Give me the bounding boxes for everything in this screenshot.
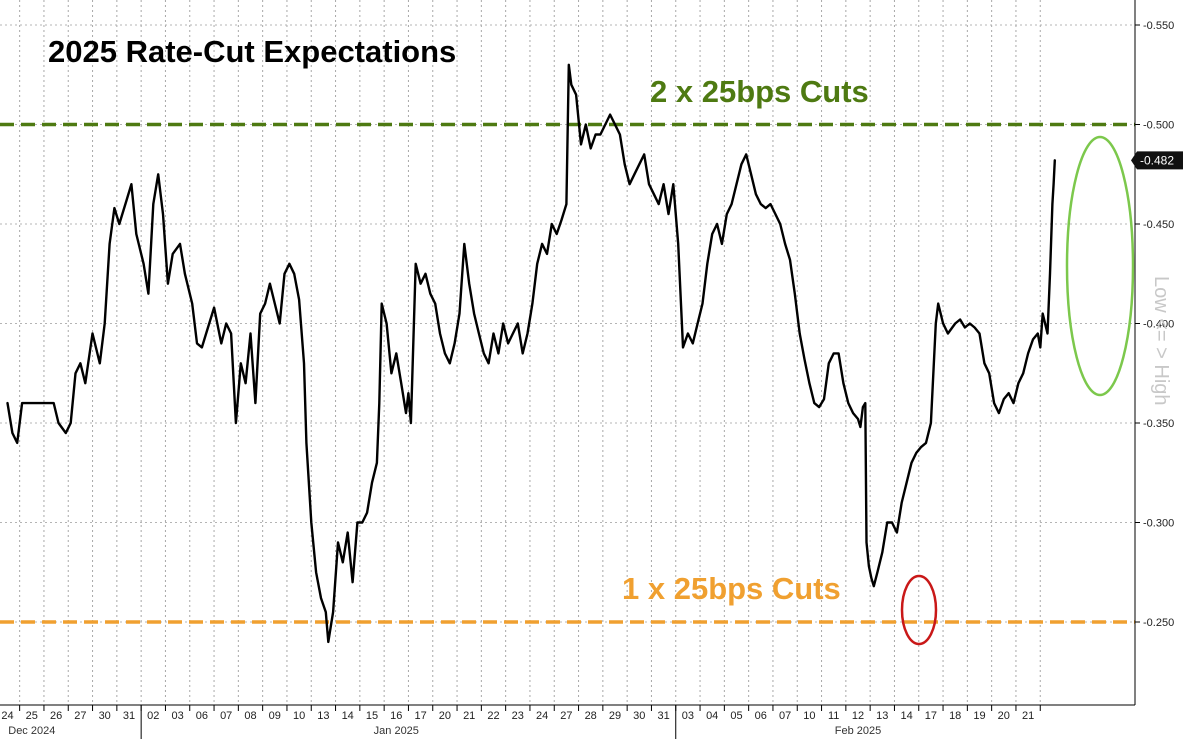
x-tick-label: 26 (50, 710, 62, 722)
x-tick-label: 02 (147, 710, 159, 722)
series-line (6, 63, 1056, 644)
x-tick-label: 05 (730, 710, 742, 722)
x-tick-label: 03 (171, 710, 183, 722)
last-value-label: -0.482 (1140, 153, 1174, 167)
x-tick-label: 21 (463, 710, 475, 722)
x-tick-label: 09 (269, 710, 281, 722)
highlight-ellipse-low (900, 574, 938, 646)
y-tick-label: -0.550 (1143, 20, 1174, 32)
x-tick-label: 21 (1022, 710, 1034, 722)
x-tick-label: 07 (779, 710, 791, 722)
x-tick-label: 07 (220, 710, 232, 722)
x-tick-label: 03 (682, 710, 694, 722)
ref-label-two-cuts: 2 x 25bps Cuts (650, 74, 869, 109)
month-label: Dec 2024 (8, 725, 55, 737)
x-tick-label: 25 (26, 710, 38, 722)
x-tick-label: 15 (366, 710, 378, 722)
x-tick-label: 24 (1, 710, 13, 722)
y-tick-label: -0.500 (1143, 120, 1174, 132)
x-tick-label: 06 (196, 710, 208, 722)
x-tick-label: 23 (512, 710, 524, 722)
x-tick-label: 22 (487, 710, 499, 722)
y-axis-label: Low <= > High (1150, 276, 1172, 406)
x-tick-label: 28 (585, 710, 597, 722)
x-tick-label: 19 (973, 710, 985, 722)
x-tick-label: 16 (390, 710, 402, 722)
chart-title: 2025 Rate-Cut Expectations (48, 34, 456, 69)
x-tick-label: 12 (852, 710, 864, 722)
x-tick-label: 14 (342, 710, 354, 722)
x-tick-label: 14 (900, 710, 912, 722)
x-tick-label: 24 (536, 710, 548, 722)
x-tick-label: 13 (317, 710, 329, 722)
x-tick-label: 31 (123, 710, 135, 722)
x-tick-label: 13 (876, 710, 888, 722)
x-tick-label: 20 (439, 710, 451, 722)
ref-label-one-cut: 1 x 25bps Cuts (622, 571, 841, 606)
x-tick-label: 31 (657, 710, 669, 722)
x-tick-label: 29 (609, 710, 621, 722)
y-tick-label: -0.300 (1143, 518, 1174, 530)
x-axis-ticks: 24 25 26 27 30 31 02 03 06 07 08 09 10 13 14 15 16 17 20 21… (1, 705, 1041, 722)
month-label: Feb 2025 (835, 725, 881, 737)
x-tick-label: 30 (99, 710, 111, 722)
x-tick-label: 27 (560, 710, 572, 722)
month-labels: Dec 2024 Jan 2025 Feb 2025 (8, 705, 881, 739)
last-value-box (1131, 151, 1183, 170)
y-tick-label: -0.350 (1143, 418, 1174, 430)
x-tick-label: 04 (706, 710, 718, 722)
x-tick-label: 17 (414, 710, 426, 722)
month-label: Jan 2025 (374, 725, 419, 737)
highlight-ellipse-high (1065, 135, 1135, 397)
y-tick-label: -0.450 (1143, 219, 1174, 231)
y-tick-label: -0.400 (1143, 319, 1174, 331)
x-tick-label: 20 (998, 710, 1010, 722)
x-tick-label: 08 (244, 710, 256, 722)
x-tick-label: 06 (755, 710, 767, 722)
y-tick-label: -0.250 (1143, 617, 1174, 629)
x-tick-label: 27 (74, 710, 86, 722)
x-tick-label: 18 (949, 710, 961, 722)
x-tick-label: 10 (803, 710, 815, 722)
x-tick-label: 11 (828, 710, 839, 722)
x-tick-label: 10 (293, 710, 305, 722)
x-tick-label: 17 (925, 710, 937, 722)
last-value-tag: -0.482 (1131, 151, 1183, 170)
y-axis-ticks: -0.550 -0.500 -0.450 -0.400 -0.350 -0.300 -0.2… (1135, 20, 1174, 629)
x-tick-label: 30 (633, 710, 645, 722)
